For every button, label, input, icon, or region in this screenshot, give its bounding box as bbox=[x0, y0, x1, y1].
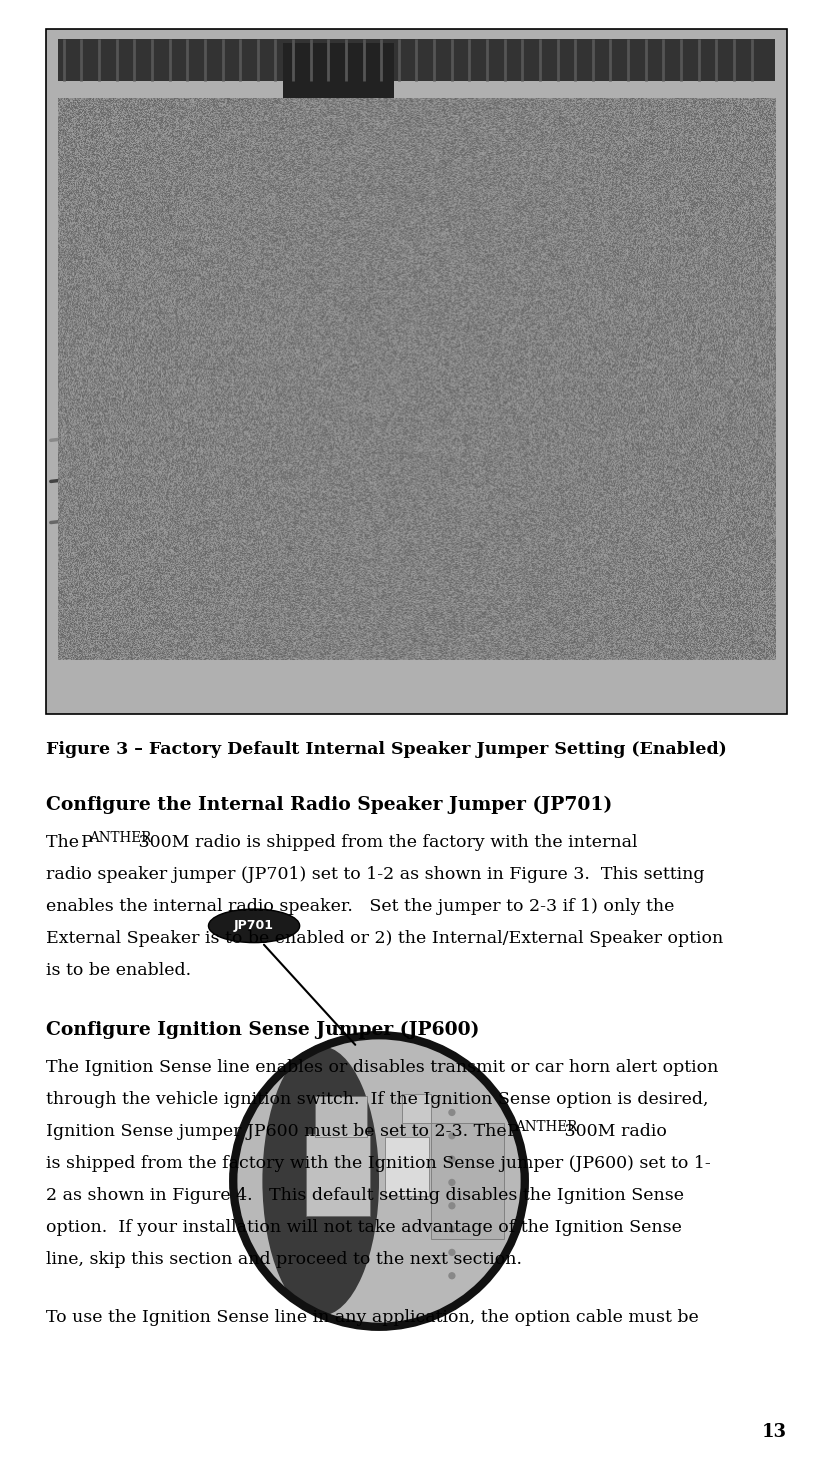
Bar bbox=[385, 1137, 428, 1196]
Circle shape bbox=[448, 1271, 456, 1279]
Text: ANTHER: ANTHER bbox=[515, 1120, 577, 1134]
Text: through the vehicle ignition switch.  If the Ignition Sense option is desired,: through the vehicle ignition switch. If … bbox=[46, 1091, 708, 1108]
Text: External Speaker is to be enabled or 2) the Internal/External Speaker option: External Speaker is to be enabled or 2) … bbox=[46, 930, 723, 948]
Text: radio speaker jumper (JP701) set to 1-2 as shown in Figure 3.  This setting: radio speaker jumper (JP701) set to 1-2 … bbox=[46, 866, 705, 884]
Circle shape bbox=[237, 1038, 521, 1324]
Text: To use the Ignition Sense line in any application, the option cable must be: To use the Ignition Sense line in any ap… bbox=[46, 1309, 699, 1327]
Bar bbox=[491, 413, 550, 453]
Bar bbox=[209, 153, 312, 222]
Bar bbox=[268, 270, 387, 338]
Ellipse shape bbox=[262, 1047, 379, 1315]
Text: The: The bbox=[46, 834, 84, 851]
Circle shape bbox=[448, 1110, 456, 1117]
Bar bbox=[283, 42, 394, 133]
Text: JP701: JP701 bbox=[234, 920, 274, 932]
Text: is to be enabled.: is to be enabled. bbox=[46, 962, 191, 980]
Text: Figure 3 – Factory Default Internal Speaker Jumper Setting (Enabled): Figure 3 – Factory Default Internal Spea… bbox=[46, 741, 726, 758]
Ellipse shape bbox=[208, 908, 300, 943]
Bar bbox=[57, 98, 776, 659]
Text: option.  If your installation will not take advantage of the Ignition Sense: option. If your installation will not ta… bbox=[46, 1219, 681, 1236]
Bar bbox=[46, 29, 787, 714]
Text: Ignition Sense jumper JP600 must be set to 2-3. The: Ignition Sense jumper JP600 must be set … bbox=[46, 1123, 512, 1140]
Bar bbox=[194, 433, 253, 475]
Text: 2 as shown in Figure 4.   This default setting disables the Ignition Sense: 2 as shown in Figure 4. This default set… bbox=[46, 1187, 684, 1204]
Text: 300M radio is shipped from the factory with the internal: 300M radio is shipped from the factory w… bbox=[132, 834, 637, 851]
Circle shape bbox=[448, 1156, 456, 1163]
Circle shape bbox=[448, 1225, 456, 1232]
Bar bbox=[357, 153, 595, 303]
Bar bbox=[565, 153, 639, 201]
Bar bbox=[150, 303, 224, 359]
Bar bbox=[312, 159, 357, 214]
Text: enables the internal radio speaker.   Set the jumper to 2-3 if 1) only the: enables the internal radio speaker. Set … bbox=[46, 898, 674, 916]
Text: P: P bbox=[507, 1123, 519, 1140]
Bar bbox=[90, 344, 135, 427]
Text: Configure the Internal Radio Speaker Jumper (JP701): Configure the Internal Radio Speaker Jum… bbox=[46, 796, 612, 815]
Text: ANTHER: ANTHER bbox=[89, 831, 151, 846]
Text: P: P bbox=[82, 834, 93, 851]
Bar bbox=[76, 139, 135, 248]
Bar bbox=[416, 290, 565, 372]
Text: Configure Ignition Sense Jumper (JP600): Configure Ignition Sense Jumper (JP600) bbox=[46, 1021, 479, 1040]
Circle shape bbox=[448, 1201, 456, 1209]
Bar bbox=[402, 1094, 431, 1123]
Bar bbox=[676, 214, 736, 270]
Circle shape bbox=[227, 1029, 531, 1333]
Bar bbox=[315, 1096, 367, 1137]
Bar bbox=[306, 1134, 370, 1216]
Bar bbox=[57, 39, 776, 80]
Circle shape bbox=[448, 1180, 456, 1185]
Bar bbox=[676, 392, 736, 475]
Text: 13: 13 bbox=[762, 1423, 787, 1441]
Text: is shipped from the factory with the Ignition Sense jumper (JP600) set to 1-: is shipped from the factory with the Ign… bbox=[46, 1155, 711, 1172]
Circle shape bbox=[448, 1248, 456, 1255]
Bar bbox=[453, 166, 498, 248]
Bar bbox=[601, 276, 691, 372]
Circle shape bbox=[448, 1133, 456, 1140]
Text: The Ignition Sense line enables or disables transmit or car horn alert option: The Ignition Sense line enables or disab… bbox=[46, 1059, 718, 1076]
Bar bbox=[654, 98, 728, 166]
Bar bbox=[431, 1123, 504, 1239]
Ellipse shape bbox=[624, 496, 743, 633]
Text: 300M radio: 300M radio bbox=[558, 1123, 666, 1140]
Text: line, skip this section and proceed to the next section.: line, skip this section and proceed to t… bbox=[46, 1251, 521, 1268]
